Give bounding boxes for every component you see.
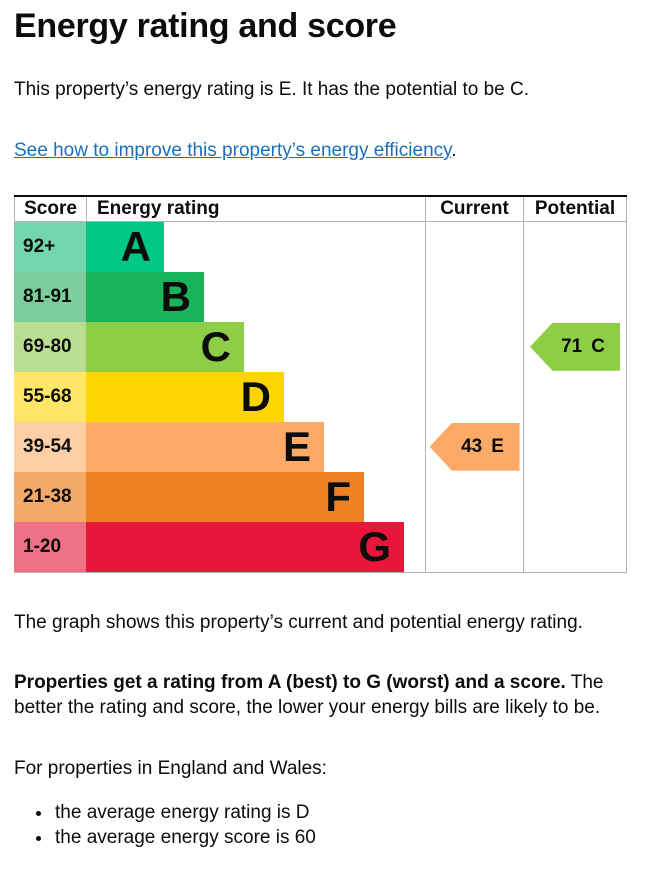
bar-area-b: B [86,271,425,322]
band-letter-f: F [325,472,351,520]
band-row-b: 81-91 B [14,271,627,322]
energy-rating-chart: Score Energy rating Current Potential 92… [14,194,627,573]
band-bar-g: G [86,521,404,572]
band-bar-b: B [86,271,204,322]
current-rating-letter: E [491,435,504,457]
rating-explanation-bold: Properties get a rating from A (best) to… [14,672,566,694]
band-row-e: 39-54 E 43 E [14,421,627,472]
chart-header-row: Score Energy rating Current Potential [14,196,627,222]
band-letter-g: G [358,522,391,570]
band-bar-f: F [86,471,364,522]
bullet-average-rating: the average energy rating is D [53,800,656,825]
band-bar-a: A [86,221,164,272]
band-row-d: 55-68 D [14,371,627,422]
potential-cell-b [523,271,627,322]
score-range-g: 1-20 [14,521,86,572]
improve-efficiency-link[interactable]: See how to improve this property’s energ… [14,140,452,162]
averages-list: the average energy rating is D the avera… [14,800,656,850]
score-range-f: 21-38 [14,471,86,522]
score-range-a: 92+ [14,221,86,272]
bar-area-d: D [86,371,425,422]
potential-cell-a [523,221,627,272]
band-bar-e: E [86,421,324,472]
band-rows: 92+ A 81-91 B 69-80 C 71 C 55-68 D 39-54 E 43 E 21-38 F… [14,221,627,572]
potential-cell-d [523,371,627,422]
header-score: Score [14,196,86,221]
score-range-c: 69-80 [14,321,86,372]
bar-area-a: A [86,221,425,272]
score-range-e: 39-54 [14,421,86,472]
band-row-a: 92+ A [14,221,627,272]
band-letter-c: C [200,322,231,370]
bar-area-e: E [86,421,425,472]
link-punctuation: . [451,140,457,162]
band-bar-c: C [86,321,244,372]
score-range-d: 55-68 [14,371,86,422]
band-letter-b: B [160,272,191,320]
potential-cell-e [523,421,627,472]
bullet-average-score: the average energy score is 60 [53,825,656,850]
potential-rating-letter: C [591,335,605,357]
graph-caption: The graph shows this property’s current … [14,611,583,633]
current-score-value: 43 [461,435,483,457]
band-letter-a: A [120,222,151,270]
rating-explanation-rest: The better the rating and score, the low… [14,672,604,719]
band-row-f: 21-38 F [14,471,627,522]
improve-link-line: See how to improve this property’s energ… [14,139,656,164]
band-letter-e: E [282,422,311,470]
band-letter-d: D [240,372,271,420]
band-row-c: 69-80 C 71 C [14,321,627,372]
rating-explanation: Properties get a rating from A (best) to… [14,671,656,720]
bar-area-c: C [86,321,425,372]
score-range-b: 81-91 [14,271,86,322]
header-potential: Potential [523,196,627,221]
potential-rating-arrow: 71 C [530,322,620,371]
current-cell-a [425,221,523,272]
region-line: For properties in England and Wales: [14,757,327,779]
current-cell-c [425,321,523,372]
current-rating-arrow: 43 E [429,422,520,471]
intro-text: This property’s energy rating is E. It h… [14,79,530,101]
current-cell-g [425,521,523,572]
current-cell-d [425,371,523,422]
potential-cell-g [523,521,627,572]
bar-area-g: G [86,521,425,572]
current-cell-e: 43 E [425,421,523,472]
potential-score-value: 71 [561,335,583,357]
bar-area-f: F [86,471,425,522]
header-current: Current [425,196,523,221]
potential-cell-c: 71 C [523,321,627,372]
current-cell-b [425,271,523,322]
header-energy-rating: Energy rating [86,196,425,221]
page-title: Energy rating and score [14,7,397,45]
potential-cell-f [523,471,627,522]
current-cell-f [425,471,523,522]
band-row-g: 1-20 G [14,521,627,572]
band-bar-d: D [86,371,284,422]
